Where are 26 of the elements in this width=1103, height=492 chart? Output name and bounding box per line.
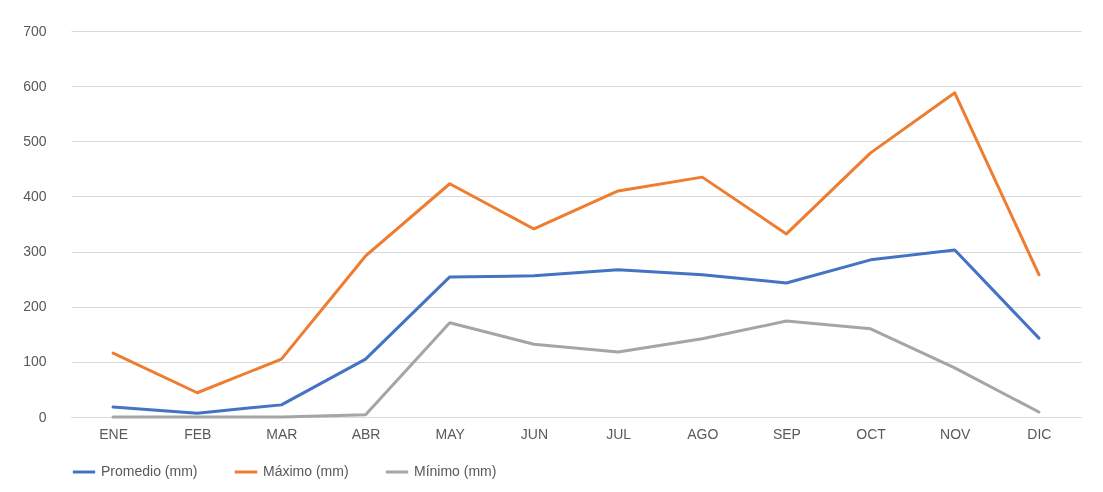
x-tick-label: JUN: [520, 425, 549, 442]
legend-label: Mínimo (mm): [414, 463, 497, 479]
legend-label: Promedio (mm): [101, 463, 198, 479]
x-tick-label: SEP: [772, 425, 801, 442]
y-tick-label: 100: [23, 353, 47, 370]
x-tick-label: JUL: [606, 425, 632, 442]
y-tick-label: 400: [23, 187, 47, 204]
x-tick-label: AGO: [687, 425, 719, 442]
x-tick-label: FEB: [184, 425, 212, 442]
line-series: [111, 248, 1041, 415]
x-tick-label: NOV: [940, 425, 972, 442]
x-tick-label: MAY: [435, 425, 466, 442]
line-series: [111, 91, 1041, 395]
x-tick-label: MAR: [266, 425, 298, 442]
y-tick-label: 200: [23, 298, 47, 315]
x-tick-label: DIC: [1027, 425, 1052, 442]
y-tick-label: 700: [23, 22, 47, 39]
y-tick-label: 300: [23, 243, 47, 260]
y-tick-label: 0: [38, 408, 47, 425]
y-tick-label: 500: [23, 132, 47, 149]
line-series: [111, 319, 1041, 419]
x-tick-label: ABR: [351, 425, 381, 442]
legend-label: Máximo (mm): [263, 463, 349, 479]
y-tick-label: 600: [23, 77, 47, 94]
x-tick-label: OCT: [856, 425, 887, 442]
x-tick-label: ENE: [99, 425, 128, 442]
